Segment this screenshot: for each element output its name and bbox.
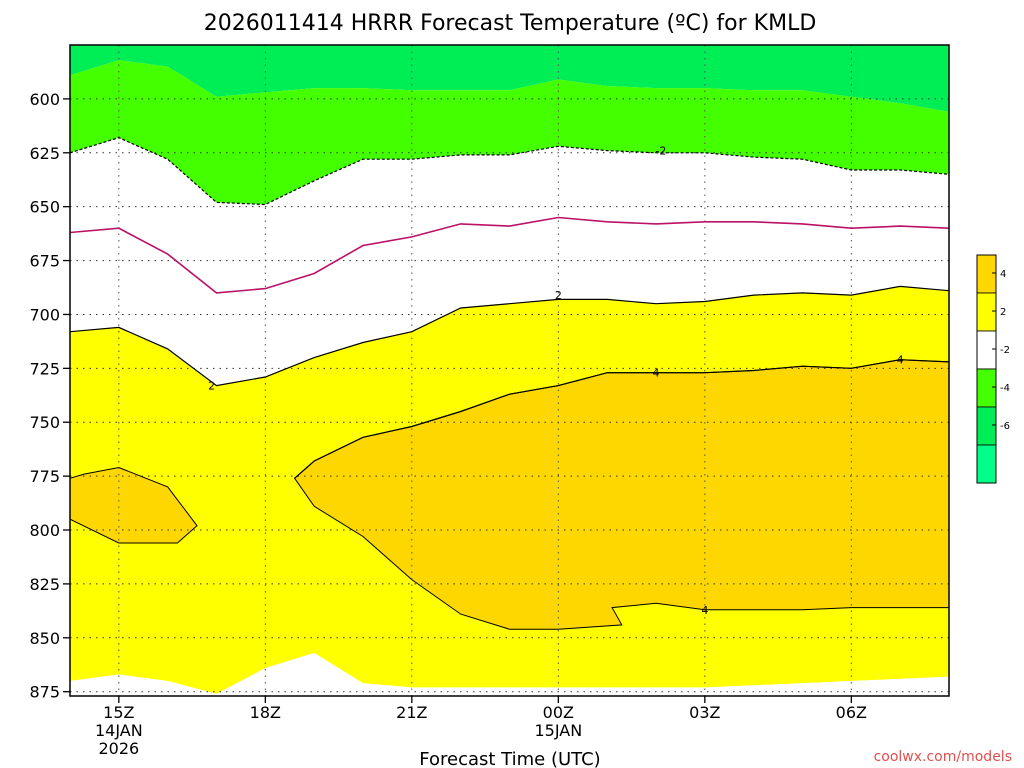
colorbar-label-3: -4: [1000, 383, 1010, 394]
y-tick-label-650: 650: [29, 198, 60, 217]
contour-label-1: 2: [555, 289, 562, 302]
colorbar-frame: [976, 254, 997, 484]
credit-text: coolwx.com/models: [874, 749, 1012, 765]
contour-line-layer: [70, 137, 949, 479]
y-tick-label-850: 850: [29, 629, 60, 648]
y-tick-label-775: 775: [29, 467, 60, 486]
y-tick-label-750: 750: [29, 413, 60, 432]
colorbar-label-0: 4: [1000, 269, 1006, 280]
colorbar-label-2: -2: [1000, 345, 1010, 356]
plot-frame: [69, 44, 950, 697]
temperature-fill-layer: [70, 45, 949, 694]
colorbar-label-1: 2: [1000, 307, 1006, 318]
x-tick-label-24-0: 00Z: [543, 703, 574, 722]
colorbar: 4 2 -2 -4 -6: [976, 254, 1010, 484]
colorbar-bin-0: [976, 254, 997, 294]
contour-label-3: 4: [653, 367, 660, 380]
ground-layer: [70, 696, 949, 705]
contour-line-0: [70, 137, 949, 206]
y-tick-label-625: 625: [29, 144, 60, 163]
x-tick-label-15-1: 14JAN: [95, 721, 143, 740]
colorbar-bin-3: [976, 368, 997, 408]
y-tick-label-725: 725: [29, 359, 60, 378]
x-tick-label-21-0: 21Z: [396, 703, 427, 722]
contour-label-0: 2: [208, 380, 215, 393]
temp-band-1: [70, 60, 949, 205]
colorbar-bin-2: [976, 330, 997, 370]
grid-lines: [70, 45, 949, 696]
contour-label-4: 4: [897, 354, 904, 367]
colorbar-bin-5: [976, 444, 997, 484]
x-tick-label-30-0: 06Z: [836, 703, 867, 722]
y-tick-label-675: 675: [29, 252, 60, 271]
contour-line-1: [70, 216, 949, 294]
contour-line-2: [70, 285, 949, 387]
temp-band-3: [70, 466, 198, 544]
x-tick-label-18-0: 18Z: [250, 703, 281, 722]
y-tick-label-700: 700: [29, 305, 60, 324]
y-tick-label-800: 800: [29, 521, 60, 540]
chart-title: 2026011414 HRRR Forecast Temperature (ºC…: [204, 11, 817, 36]
temp-band-0: [70, 45, 949, 112]
y-axis-ticks: 600 625 650 675 700 725 750 775 800 825 850 875: [29, 90, 70, 702]
contour-label-5: 4: [701, 604, 708, 617]
colorbar-bin-4: [976, 406, 997, 446]
colorbar-bin-1: [976, 292, 997, 332]
ground-surface: [70, 696, 949, 705]
y-tick-label-825: 825: [29, 575, 60, 594]
x-tick-label-15-2: 2026: [98, 739, 139, 758]
contour-label-layer: 2 2 -2 4 4 4: [208, 145, 904, 617]
y-tick-label-600: 600: [29, 90, 60, 109]
y-tick-label-875: 875: [29, 683, 60, 702]
x-tick-label-15-0: 15Z: [103, 703, 134, 722]
contour-label-2: -2: [655, 145, 666, 158]
colorbar-label-4: -6: [1000, 421, 1010, 432]
contour-line-3: [294, 359, 949, 479]
x-tick-label-27-0: 03Z: [689, 703, 720, 722]
x-tick-label-24-1: 15JAN: [534, 721, 582, 740]
x-axis-label: Forecast Time (UTC): [419, 749, 600, 768]
